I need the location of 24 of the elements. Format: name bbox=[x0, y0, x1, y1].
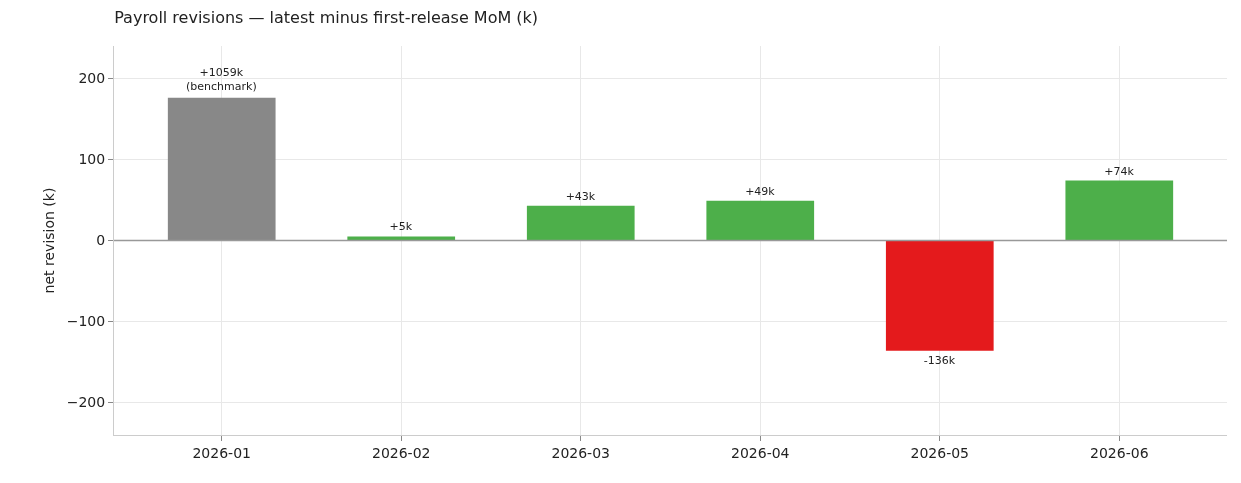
y-tick-label: −200 bbox=[66, 394, 106, 411]
data-label: +43k bbox=[565, 189, 596, 203]
bar bbox=[706, 200, 815, 241]
data-label: +49k bbox=[745, 184, 776, 198]
x-tick-label: 2026-06 bbox=[1090, 444, 1149, 461]
y-tick-label: 200 bbox=[78, 70, 106, 87]
y-tick-label: −100 bbox=[66, 313, 106, 330]
y-tick-label: 0 bbox=[96, 232, 106, 249]
x-tick-label: 2026-03 bbox=[551, 444, 610, 461]
y-axis-title: net revision (k) bbox=[41, 187, 58, 294]
x-tick-label: 2026-02 bbox=[371, 444, 431, 461]
x-tick-label: 2026-04 bbox=[731, 444, 790, 461]
x-tick-label: 2026-05 bbox=[910, 444, 970, 461]
data-label: +5k bbox=[389, 220, 413, 234]
data-label: -136k bbox=[923, 353, 956, 367]
bar bbox=[167, 97, 276, 241]
data-label: +74k bbox=[1104, 164, 1135, 178]
bar bbox=[885, 240, 994, 351]
y-tick-label: 100 bbox=[78, 151, 106, 168]
chart-title: Payroll revisions — latest minus first-release MoM (k) bbox=[114, 8, 539, 28]
annotation: +1059k (benchmark) bbox=[186, 66, 257, 94]
bar bbox=[1065, 180, 1174, 241]
bar bbox=[526, 205, 635, 241]
x-tick-label: 2026-01 bbox=[192, 444, 251, 461]
